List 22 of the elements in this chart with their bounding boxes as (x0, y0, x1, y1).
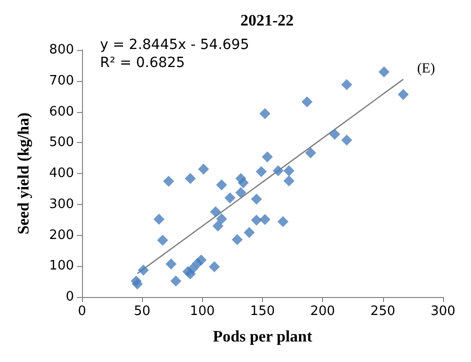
x-tick-label: 200 (310, 304, 336, 319)
y-tick-label: 800 (49, 42, 74, 58)
x-tick-label: 100 (190, 304, 215, 319)
x-tick-label: 0 (78, 304, 86, 319)
annotation: (E) (417, 62, 436, 76)
y-tick-label: 600 (49, 104, 74, 120)
x-axis-title: Pods per plant (212, 328, 313, 346)
y-tick-label: 200 (49, 228, 74, 243)
x-tick-label: 300 (430, 304, 456, 319)
annotation: y = 2.8445x - 54.695 (100, 37, 250, 53)
x-tick-label: 50 (134, 304, 150, 319)
x-tick-label: 150 (250, 304, 275, 319)
x-tick-label: 250 (370, 304, 396, 319)
y-tick-label: 100 (49, 258, 74, 274)
y-tick-label: 400 (49, 166, 74, 181)
y-tick-label: 700 (49, 73, 74, 88)
chart-title: 2021-22 (240, 12, 294, 30)
y-tick-label: 300 (49, 196, 74, 212)
annotation: R² = 0.6825 (100, 55, 185, 71)
y-tick-label: 500 (49, 135, 74, 150)
y-axis-title: Seed yield (kg/ha) (16, 112, 32, 234)
y-tick-label: 0 (66, 290, 74, 304)
